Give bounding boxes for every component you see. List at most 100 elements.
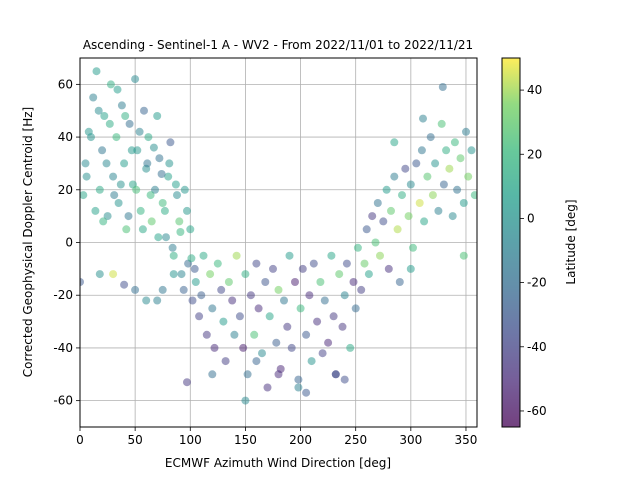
scatter-point (102, 159, 111, 168)
scatter-point (166, 138, 175, 147)
scatter-point (298, 264, 307, 273)
scatter-point (250, 330, 259, 339)
scatter-point (406, 264, 415, 273)
scatter-point (168, 243, 177, 252)
y-tick-label: 20 (58, 183, 73, 197)
scatter-point (335, 270, 344, 279)
scatter-point (302, 388, 311, 397)
scatter-point (80, 278, 84, 286)
chart-title: Ascending - Sentinel-1 A - WV2 - From 20… (83, 38, 473, 52)
scatter-point (390, 172, 399, 181)
scatter-point (246, 291, 255, 300)
scatter-point (199, 251, 208, 260)
scatter-point (180, 185, 189, 194)
scatter-point (157, 170, 166, 178)
scatter-point (155, 154, 164, 163)
scatter-point (149, 143, 158, 152)
scatter-point (316, 278, 325, 286)
scatter-point (208, 370, 217, 379)
colorbar-gradient (502, 58, 520, 427)
y-axis-label: Corrected Geophysical Doppler Centroid [… (21, 107, 35, 377)
scatter-point (423, 172, 432, 181)
scatter-point (151, 185, 159, 194)
scatter-point (99, 217, 108, 226)
y-axis-ticks: -60 -40 -20 0 20 40 60 (53, 77, 80, 408)
x-tick-label: 250 (344, 433, 367, 447)
scatter-point (439, 180, 448, 189)
scatter-point (239, 343, 248, 352)
x-tick-label: 300 (399, 433, 422, 447)
scatter-point (120, 159, 129, 168)
scatter-point (406, 180, 415, 189)
scatter-point (287, 343, 296, 352)
scatter-point (100, 112, 109, 120)
scatter-point (112, 133, 121, 142)
scatter-point (208, 304, 217, 313)
scatter-point (187, 254, 196, 263)
scatter-point (210, 343, 219, 352)
scatter-point (448, 212, 457, 221)
y-tick-label: 40 (58, 130, 73, 144)
scatter-point (294, 375, 303, 384)
scatter-point (146, 191, 155, 200)
scatter-point (153, 112, 162, 120)
scatter-point (213, 259, 222, 268)
scatter-point (138, 225, 147, 234)
scatter-point (412, 159, 421, 168)
scatter-point (263, 383, 272, 392)
scatter-point (95, 270, 104, 279)
y-tick-label: -40 (53, 341, 73, 355)
scatter-point (252, 259, 261, 268)
scatter-point (122, 225, 131, 234)
y-tick-label: 60 (58, 77, 73, 91)
scatter-point (291, 278, 299, 286)
scatter-point (368, 212, 377, 221)
scatter-point (98, 146, 107, 155)
colorbar-tick-label: 0 (527, 211, 535, 225)
scatter-point (186, 225, 195, 234)
scatter-point (462, 127, 470, 136)
colorbar-tick-label: -20 (527, 276, 547, 290)
scatter-point (362, 225, 371, 234)
colorbar-ticks: -60 -40 -20 0 20 40 (520, 83, 547, 418)
scatter-point (80, 191, 88, 200)
scatter-point (103, 212, 112, 221)
scatter-point (331, 370, 340, 379)
scatter-point (169, 251, 178, 260)
scatter-point (95, 185, 104, 194)
scatter-point (221, 357, 230, 366)
scatter-point (419, 114, 427, 123)
scatter-point (313, 317, 322, 326)
scatter-point (136, 206, 145, 215)
scatter-point (117, 101, 126, 110)
scatter-point (190, 264, 199, 273)
scatter-point (105, 119, 114, 128)
scatter-point (230, 330, 239, 339)
scatter-point (258, 349, 266, 358)
scatter-point (351, 304, 360, 313)
scatter-point (338, 322, 347, 331)
scatter-point (191, 278, 200, 286)
scatter-point (398, 191, 406, 200)
scatter-point (401, 164, 410, 173)
scatter-point (320, 296, 329, 305)
scatter-point (371, 238, 380, 247)
scatter-point (360, 259, 369, 268)
scatter-point (357, 285, 366, 294)
colorbar-tick-label: -60 (527, 404, 547, 418)
scatter-point (232, 251, 241, 260)
scatter-points (80, 67, 477, 405)
scatter-point (269, 264, 277, 273)
colorbar-tick-label: 20 (527, 147, 542, 161)
scatter-point (307, 357, 316, 366)
scatter-point (121, 112, 130, 120)
scatter-point (164, 172, 173, 181)
scatter-point (265, 312, 274, 321)
scatter-point (376, 251, 384, 260)
scatter-point (82, 172, 91, 181)
scatter-point (202, 330, 211, 339)
x-tick-label: 200 (289, 433, 312, 447)
scatter-point (280, 296, 288, 305)
scatter-point (296, 304, 305, 313)
